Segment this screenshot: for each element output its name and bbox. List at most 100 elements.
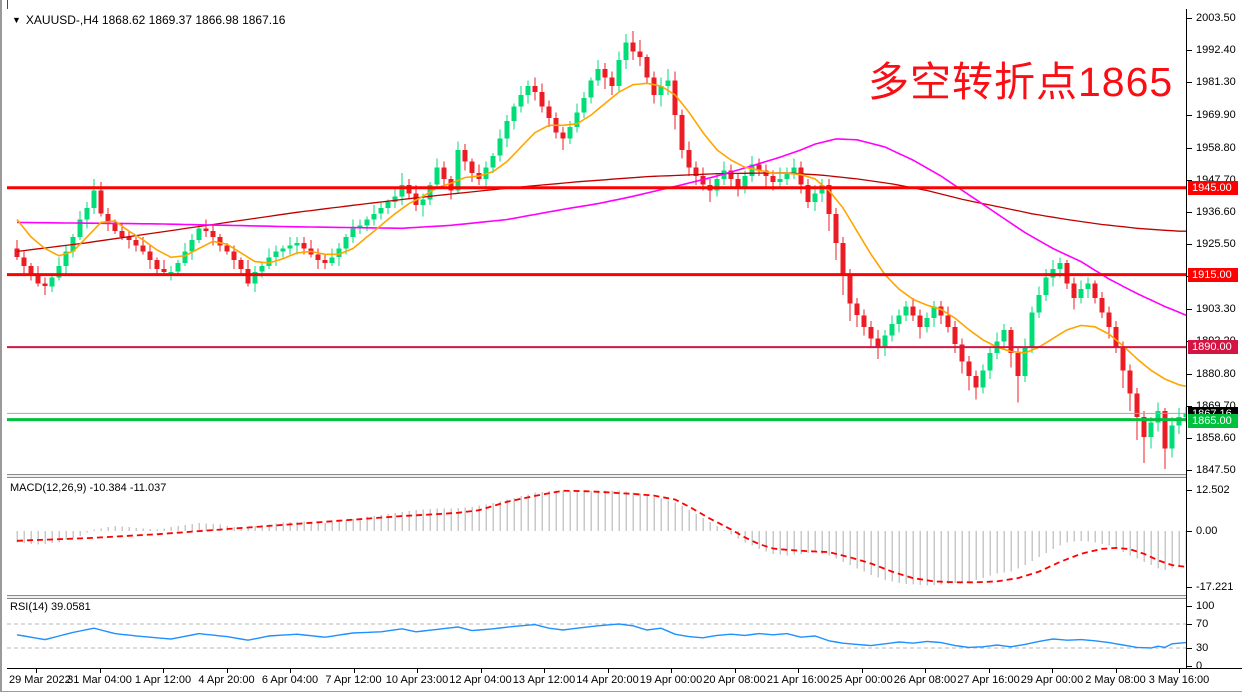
candle-body	[469, 161, 475, 174]
price-tick-mark	[1187, 50, 1192, 52]
time-axis-label[interactable]: 20 Apr 08:00	[703, 674, 766, 686]
candle-body	[595, 68, 601, 81]
time-axis-label[interactable]: 29 Mar 2022	[9, 674, 71, 686]
candlestick-chart[interactable]	[7, 9, 1186, 474]
macd-chart[interactable]	[7, 478, 1186, 595]
candle-body	[287, 245, 293, 249]
candle-body	[280, 248, 286, 252]
candle-body	[889, 323, 895, 336]
price-tick-label[interactable]: 12.502	[1196, 484, 1230, 497]
price-tick-label[interactable]: 30	[1196, 642, 1209, 654]
time-axis-label[interactable]: 19 Apr 00:00	[639, 674, 703, 686]
annotation-text[interactable]: 多空转折点1865	[868, 59, 1174, 105]
candle-body	[609, 77, 615, 87]
price-tick-label[interactable]: 1992.40	[1196, 44, 1236, 57]
price-tick-label[interactable]: 1925.50	[1196, 238, 1236, 251]
macd-panel[interactable]	[7, 478, 1186, 595]
time-axis-label[interactable]: 29 Apr 00:00	[1020, 674, 1084, 686]
candle-body	[1113, 326, 1119, 348]
price-tick-label[interactable]: -17.221	[1196, 580, 1234, 593]
price-tick-label[interactable]: 1847.50	[1196, 464, 1236, 477]
price-tick-label[interactable]: 0.00	[1196, 525, 1218, 537]
candle-body	[665, 80, 671, 87]
panel-splitter-macd[interactable]	[7, 474, 1242, 478]
candle-body	[1183, 413, 1186, 417]
candles-layer	[14, 31, 1186, 469]
candle-body	[672, 80, 678, 116]
candle-body	[714, 178, 720, 191]
candle-body	[931, 306, 937, 319]
time-tick-mark	[861, 669, 863, 673]
candle-body	[588, 80, 594, 98]
rsi-chart[interactable]	[7, 599, 1186, 668]
time-axis-label[interactable]: 2 May 08:00	[1085, 674, 1146, 686]
price-tick-mark	[1187, 18, 1192, 19]
candle-body	[1057, 263, 1063, 269]
price-tick-label[interactable]: 1969.90	[1196, 109, 1236, 122]
price-tick-label[interactable]: 1958.80	[1196, 141, 1236, 154]
candle-body	[735, 178, 741, 188]
candle-body	[1001, 329, 1007, 342]
candle-body	[1022, 347, 1028, 377]
rsi-panel[interactable]	[7, 599, 1186, 668]
time-axis-label[interactable]: 27 Apr 16:00	[957, 674, 1020, 686]
main-chart-panel[interactable]	[7, 9, 1186, 474]
time-axis-label[interactable]: 4 Apr 20:00	[198, 674, 255, 686]
time-axis-label[interactable]: 7 Apr 12:00	[325, 674, 382, 686]
candle-body	[42, 283, 48, 287]
price-tick-mark	[1187, 82, 1192, 84]
price-tick-label[interactable]: 2003.50	[1196, 12, 1236, 24]
price-tick-label[interactable]: 0	[1196, 660, 1203, 672]
candle-body	[567, 126, 573, 139]
time-axis-label[interactable]: 21 Apr 16:00	[766, 674, 830, 686]
candle-body	[679, 115, 685, 150]
time-axis-label[interactable]: 1 Apr 12:00	[134, 674, 192, 686]
time-axis-label[interactable]: 26 Apr 08:00	[893, 674, 957, 686]
candle-body	[770, 176, 776, 182]
candle-body	[917, 315, 923, 327]
price-tick-label[interactable]: 70	[1196, 618, 1209, 630]
candle-body	[630, 42, 636, 52]
time-axis[interactable]: 29 Mar 2022 31 Mar 04:00 1 Apr 12:00 4 Apr …	[7, 668, 1242, 691]
price-tick-label[interactable]: 1903.30	[1196, 302, 1236, 315]
time-axis-label[interactable]: 31 Mar 04:00	[67, 674, 132, 686]
candle-body	[875, 338, 881, 348]
rsi-label: RSI(14) 39.0581	[10, 601, 91, 613]
price-tick-label[interactable]: 1858.60	[1196, 432, 1236, 445]
time-axis-label[interactable]: 6 Apr 04:00	[261, 674, 319, 686]
time-tick-mark	[36, 669, 37, 673]
candle-body	[1078, 289, 1084, 298]
time-tick-mark	[417, 669, 418, 673]
price-tick-mark	[1187, 308, 1192, 310]
candle-body	[798, 167, 804, 185]
price-axis[interactable]: 2003.50 1992.40 1981.30 1969.90 1958.80 1947.…	[1186, 9, 1242, 672]
macd-label: MACD(12,26,9) -10.384 -11.037	[10, 482, 167, 494]
time-axis-label[interactable]: 12 Apr 04:00	[449, 674, 512, 686]
chevron-down-icon[interactable]: ▼	[12, 15, 21, 25]
candle-body	[826, 184, 832, 214]
time-axis-label[interactable]: 13 Apr 12:00	[512, 674, 576, 686]
price-tick-label[interactable]: 1880.80	[1196, 367, 1236, 380]
candle-body	[154, 260, 160, 269]
candle-body	[539, 92, 545, 107]
candle-body	[602, 68, 608, 78]
time-axis-label[interactable]: 3 May 16:00	[1148, 674, 1210, 686]
time-tick-mark	[734, 669, 736, 673]
time-axis-label[interactable]: 25 Apr 00:00	[830, 674, 893, 686]
price-badge-1945: 1945.00	[1188, 181, 1238, 195]
price-tick-label[interactable]: 1981.30	[1196, 76, 1236, 89]
candle-body	[399, 184, 405, 197]
time-axis-label[interactable]: 14 Apr 20:00	[576, 674, 639, 686]
candle-body	[1106, 312, 1112, 327]
price-tick-mark	[1187, 244, 1192, 246]
candle-body	[1008, 329, 1014, 353]
price-tick-label[interactable]: 100	[1196, 600, 1215, 612]
panel-splitter-rsi[interactable]	[7, 595, 1242, 599]
chart-title: ▼ XAUUSD-,H4 1868.62 1869.37 1866.98 1867…	[12, 13, 285, 27]
price-tick-label[interactable]: 1936.60	[1196, 206, 1236, 218]
time-axis-label[interactable]: 10 Apr 23:00	[385, 674, 449, 686]
candle-body	[966, 361, 972, 377]
macd-histogram	[16, 490, 1186, 586]
price-tick-mark	[1187, 490, 1192, 492]
candle-body	[987, 352, 993, 371]
